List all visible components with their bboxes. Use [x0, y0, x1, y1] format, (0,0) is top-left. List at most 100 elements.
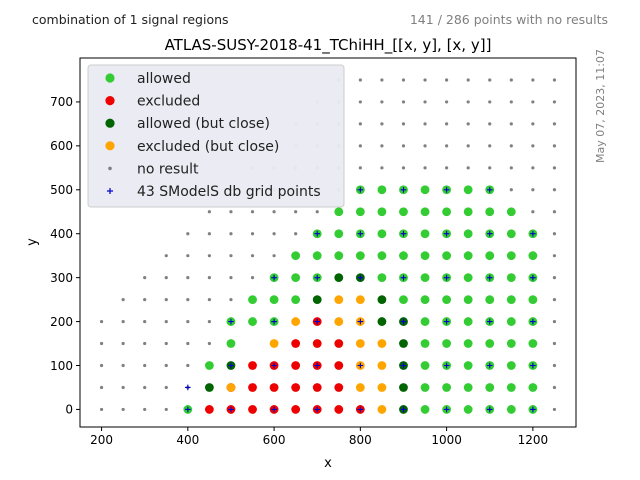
no-result-point	[229, 298, 233, 302]
excluded-point	[248, 383, 257, 392]
grid-point-marker	[486, 274, 493, 281]
excluded-point	[334, 361, 344, 370]
allowed-close-point	[399, 339, 408, 348]
allowed-point	[226, 339, 236, 348]
allowed-point	[506, 317, 516, 326]
allowed-point	[377, 229, 387, 239]
y-tick-label: 600	[50, 139, 73, 153]
no-result-point	[488, 78, 492, 82]
no-result-point	[401, 100, 406, 104]
no-result-point	[207, 210, 211, 214]
no-result-point	[99, 341, 104, 346]
legend-marker-no-result	[108, 166, 112, 171]
no-result-point	[121, 407, 125, 412]
grid-point-marker	[530, 230, 536, 237]
data-marks	[99, 78, 557, 414]
no-result-point	[250, 276, 255, 280]
no-result-point	[488, 100, 492, 104]
legend-label: allowed (but close)	[137, 116, 270, 132]
excluded-close-point	[355, 295, 365, 305]
excluded-close-point	[355, 339, 365, 348]
no-result-point	[143, 385, 147, 390]
allowed-point	[334, 229, 344, 239]
no-result-point	[315, 210, 319, 214]
grid-point-marker	[530, 362, 536, 369]
series-grid-points	[185, 186, 536, 413]
x-tick-label: 400	[176, 433, 199, 447]
grid-point-marker	[357, 230, 364, 237]
no-result-point	[531, 100, 535, 104]
no-result-point	[99, 363, 104, 368]
allowed-point	[420, 361, 430, 370]
no-result-point	[121, 341, 125, 346]
no-result-point	[164, 319, 168, 324]
allowed-point	[312, 251, 322, 261]
allowed-point	[485, 295, 495, 305]
no-result-point	[466, 100, 470, 104]
no-result-point	[552, 363, 557, 368]
allowed-point	[485, 383, 495, 392]
allowed-point	[420, 383, 430, 392]
no-result-point	[531, 166, 535, 170]
no-result-point	[207, 232, 211, 236]
no-result-point	[229, 232, 233, 236]
excluded-point	[248, 405, 257, 414]
allowed-point	[420, 339, 430, 348]
allowed-point	[506, 273, 516, 283]
excluded-point	[291, 383, 301, 392]
allowed-point	[291, 251, 301, 261]
no-result-point	[164, 407, 168, 412]
grid-point-marker	[530, 274, 536, 281]
allowed-point	[377, 251, 387, 261]
no-result-point	[552, 385, 557, 390]
grid-point-marker	[400, 186, 407, 193]
grid-point-marker	[486, 406, 493, 413]
allowed-point	[528, 251, 538, 261]
legend-box	[87, 64, 345, 208]
y-tick-label: 500	[50, 183, 73, 197]
y-tick-label: 0	[65, 403, 73, 417]
allowed-point	[442, 295, 452, 305]
allowed-point	[463, 339, 473, 348]
no-result-point	[380, 78, 384, 82]
y-axis-label: y	[25, 238, 40, 246]
grid-point-marker	[314, 230, 321, 237]
allowed-point	[399, 251, 408, 261]
excluded-close-point	[269, 339, 279, 348]
no-result-point	[445, 122, 449, 126]
no-result-point	[164, 298, 168, 302]
allowed-point	[377, 207, 387, 217]
grid-point-marker	[443, 362, 450, 369]
allowed-point	[463, 405, 473, 414]
excluded-point	[204, 405, 214, 414]
no-result-point	[401, 144, 406, 148]
excluded-close-point	[377, 405, 387, 414]
no-result-point	[488, 144, 492, 148]
no-result-point	[358, 122, 362, 126]
series-excluded	[204, 317, 365, 414]
allowed-point	[420, 317, 430, 326]
no-result-point	[552, 78, 557, 82]
no-result-point	[250, 232, 255, 236]
no-result-point	[531, 144, 535, 148]
allowed-point	[291, 273, 301, 283]
allowed-point	[442, 251, 452, 261]
allowed-point	[420, 273, 430, 283]
x-tick-label: 200	[90, 433, 113, 447]
excluded-point	[334, 405, 344, 414]
allowed-point	[485, 207, 495, 217]
no-result-point	[250, 254, 255, 258]
grid-point-marker	[400, 406, 407, 413]
allowed-point	[463, 361, 473, 370]
excluded-close-point	[377, 361, 387, 370]
no-result-point	[143, 298, 147, 302]
no-result-point	[466, 78, 470, 82]
no-result-point	[272, 232, 276, 236]
axis-ticks: 200 400 600 800 1000 1200 0 100 200 300 400 500 600 7…	[50, 95, 548, 447]
grid-point-marker	[314, 362, 321, 369]
no-result-point	[186, 254, 190, 258]
no-result-point	[121, 298, 125, 302]
y-tick-label: 300	[50, 271, 73, 285]
allowed-point	[528, 383, 538, 392]
